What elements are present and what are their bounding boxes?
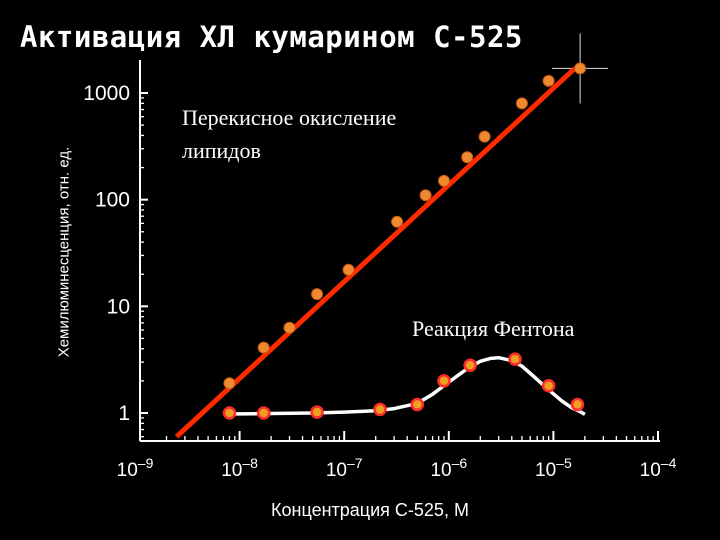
x-tick-label: 10–5 [535, 455, 572, 481]
fenton-data-point [570, 397, 585, 412]
x-tick-label: 10–8 [221, 455, 258, 481]
lipid-data-point [342, 263, 355, 276]
x-tick-label: 10–4 [640, 455, 677, 481]
fenton-data-point [508, 352, 522, 366]
lipid-data-point [391, 215, 404, 228]
fenton-fit-curve [223, 355, 586, 416]
chart-title: Активация ХЛ кумарином С-525 [20, 20, 523, 54]
lipid-data-point [542, 74, 555, 87]
x-axis-label: Концентрация С-525, М [271, 500, 469, 520]
lipid-data-point [478, 130, 491, 143]
fenton-data-point [437, 374, 451, 388]
lipid-data-point [311, 288, 324, 301]
lipid-data-point [419, 189, 432, 202]
lipid-data-point [461, 151, 474, 164]
fenton-data-point [373, 402, 387, 417]
lipid-fit-line [174, 66, 577, 439]
lipid-data-point [438, 174, 451, 187]
x-tick-label: 10–7 [326, 455, 363, 481]
lipid-data-point [223, 377, 236, 390]
x-tick-label: 10–6 [430, 455, 467, 481]
lipid-data-point [574, 62, 587, 75]
y-axis-label: Хемилюминесценция, отн. ед. [55, 146, 73, 358]
y-tick-label: 10 [107, 295, 130, 318]
y-tick-label: 100 [95, 189, 130, 212]
lipid-data-point [515, 97, 528, 110]
lipid-annotation: Перекисное окисление липидов [182, 105, 396, 163]
x-tick-label: 10–9 [117, 455, 154, 481]
lipid-data-point [283, 321, 296, 334]
fenton-data-point [222, 406, 237, 420]
fenton-annotation: Реакция Фентона [412, 316, 575, 341]
fenton-data-point [463, 358, 477, 373]
y-tick-label: 1000 [83, 82, 130, 105]
fenton-data-point [310, 405, 324, 419]
lipid-data-point [257, 341, 270, 354]
fenton-data-point [256, 406, 271, 420]
fenton-data-point [410, 397, 425, 412]
y-tick-label: 1 [118, 402, 130, 425]
fenton-data-point [541, 379, 556, 393]
